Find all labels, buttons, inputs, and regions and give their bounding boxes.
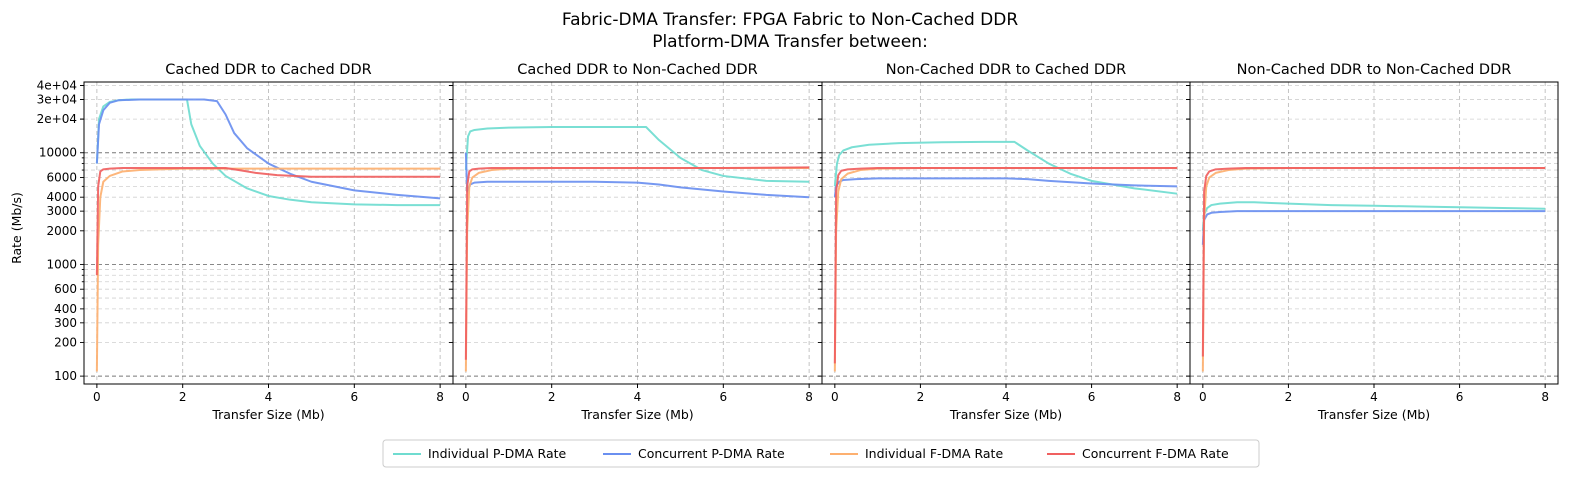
x-tick-label: 4 <box>634 390 642 404</box>
y-tick-label: 2000 <box>46 224 77 238</box>
legend-frame <box>382 439 1260 468</box>
y-tick-label: 10000 <box>39 146 77 160</box>
y-tick-label: 600 <box>54 282 77 296</box>
subplot-title: Cached DDR to Cached DDR <box>165 62 371 78</box>
y-tick-label: 300 <box>54 316 77 330</box>
y-tick-label: 3e+04 <box>37 92 77 106</box>
x-axis-label: Transfer Size (Mb) <box>949 407 1062 422</box>
x-tick-label: 0 <box>831 390 839 404</box>
legend-label-cf: Concurrent F-DMA Rate <box>1082 446 1229 461</box>
series-line-concurrent-f-dma-rate <box>464 166 810 360</box>
subplot-title: Non-Cached DDR to Cached DDR <box>886 62 1127 78</box>
series-line-concurrent-f-dma-rate <box>833 167 1178 364</box>
x-axis-label: Transfer Size (Mb) <box>1317 407 1430 422</box>
subplot-4: 0 2 4 6 8 Non-Cached DDR to Non-Cached DDR Tra… <box>1186 62 1559 422</box>
series-line-concurrent-p-dma-rate <box>1201 210 1546 245</box>
x-tick-label: 4 <box>1370 390 1378 404</box>
x-tick-label: 8 <box>436 390 444 404</box>
y-tick-label: 400 <box>54 302 77 316</box>
y-tick-label: 6000 <box>46 171 77 185</box>
y-tick-label: 4000 <box>46 190 77 204</box>
x-tick-label: 4 <box>1002 390 1010 404</box>
x-tick-label: 6 <box>719 390 727 404</box>
x-tick-label: 0 <box>93 390 101 404</box>
subplot-title: Cached DDR to Non-Cached DDR <box>517 62 758 78</box>
series-line-individual-p-dma-rate <box>464 126 810 183</box>
series-line-individual-f-dma-rate <box>95 167 441 372</box>
subplot-2: 0 2 4 6 8 Cached DDR to Non-Cached DDR Transfe… <box>449 62 823 422</box>
legend-label-cp: Concurrent P-DMA Rate <box>638 446 785 461</box>
x-tick-label: 8 <box>1541 390 1549 404</box>
subplot-3: 0 2 4 6 8 Non-Cached DDR to Cached DDR Transfe… <box>818 62 1191 422</box>
x-tick-label: 4 <box>265 390 273 404</box>
y-tick-label: 1000 <box>46 257 77 271</box>
legend-label-if: Individual F-DMA Rate <box>865 446 1003 461</box>
x-tick-label: 2 <box>548 390 556 404</box>
subplot-title: Non-Cached DDR to Non-Cached DDR <box>1237 62 1512 78</box>
figure-title-line1: Fabric-DMA Transfer: FPGA Fabric to Non-… <box>562 10 1018 30</box>
series-line-concurrent-p-dma-rate <box>95 98 441 200</box>
x-tick-label: 0 <box>1199 390 1207 404</box>
x-tick-label: 0 <box>462 390 470 404</box>
x-tick-label: 8 <box>1173 390 1181 404</box>
y-tick-label: 200 <box>54 335 77 349</box>
legend-label-ip: Individual P-DMA Rate <box>428 446 567 461</box>
series-line-concurrent-f-dma-rate <box>1201 167 1546 357</box>
y-tick-label: 2e+04 <box>37 112 77 126</box>
x-tick-label: 2 <box>179 390 187 404</box>
x-tick-label: 8 <box>805 390 813 404</box>
x-tick-label: 6 <box>350 390 358 404</box>
series-line-concurrent-f-dma-rate <box>95 167 441 276</box>
x-axis-label: Transfer Size (Mb) <box>580 407 693 422</box>
figure-title-line2: Platform-DMA Transfer between: <box>652 32 928 52</box>
series-line-individual-p-dma-rate <box>833 140 1178 195</box>
x-tick-label: 2 <box>1285 390 1293 404</box>
x-tick-label: 2 <box>917 390 925 404</box>
x-tick-label: 6 <box>1088 390 1096 404</box>
x-axis-label: Transfer Size (Mb) <box>211 407 324 422</box>
y-tick-label: 4e+04 <box>37 79 77 93</box>
series-line-individual-p-dma-rate <box>1201 201 1546 231</box>
x-tick-label: 6 <box>1456 390 1464 404</box>
subplot-panels: 0 2 4 6 810020030040060010002000300040006000… <box>37 62 1559 422</box>
y-axis-label: Rate (Mb/s) <box>9 192 24 264</box>
y-tick-label: 100 <box>54 369 77 383</box>
legend: Individual P-DMA Rate Concurrent P-DMA Ra… <box>382 439 1260 468</box>
y-tick-label: 3000 <box>46 204 77 218</box>
